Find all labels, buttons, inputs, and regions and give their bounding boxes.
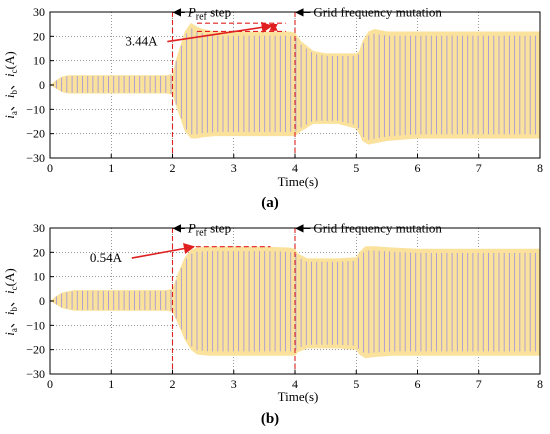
y-tick-label: 20 xyxy=(33,29,45,43)
x-tick-label: 0 xyxy=(47,161,53,175)
subplot-b-xlabel: Time(s) xyxy=(278,389,319,404)
x-tick-label: 3 xyxy=(231,161,237,175)
overshoot-arrow xyxy=(167,21,273,43)
subplot-a-caption: (a) xyxy=(261,195,279,211)
y-tick-label: 0 xyxy=(39,78,45,92)
y-tick-label: −10 xyxy=(26,102,45,116)
overshoot-arrow xyxy=(131,243,196,259)
x-tick-label: 4 xyxy=(292,161,298,175)
x-tick-label: 7 xyxy=(476,377,482,391)
subplot-b-caption: (b) xyxy=(261,411,279,427)
x-tick-label: 8 xyxy=(537,377,543,391)
x-tick-label: 7 xyxy=(476,161,482,175)
x-tick-label: 5 xyxy=(353,161,359,175)
y-tick-label: −20 xyxy=(26,127,45,141)
event-label: Pref step xyxy=(187,4,231,22)
x-tick-label: 6 xyxy=(415,161,421,175)
y-tick-label: −30 xyxy=(26,367,45,381)
y-tick-label: −20 xyxy=(26,343,45,357)
subplot-b-ylabel: ia、ib、ic(A) xyxy=(2,268,19,335)
current-waveform-lines xyxy=(50,28,536,140)
overshoot-label: 0.54A xyxy=(90,250,123,265)
subplot-a-ylabel: ia、ib、ic(A) xyxy=(2,51,19,118)
x-tick-label: 1 xyxy=(108,161,114,175)
x-tick-label: 0 xyxy=(47,377,53,391)
overshoot-label: 3.44A xyxy=(125,34,158,49)
y-tick-label: 30 xyxy=(33,5,45,19)
current-envelope-fill xyxy=(50,22,540,145)
x-tick-label: 8 xyxy=(537,161,543,175)
x-tick-label: 2 xyxy=(170,377,176,391)
y-tick-label: 10 xyxy=(33,270,45,284)
x-tick-label: 6 xyxy=(415,377,421,391)
y-tick-label: 0 xyxy=(39,294,45,308)
y-tick-label: −30 xyxy=(26,151,45,165)
x-tick-label: 1 xyxy=(108,377,114,391)
x-tick-label: 2 xyxy=(170,161,176,175)
x-tick-label: 4 xyxy=(292,377,298,391)
y-tick-label: 30 xyxy=(33,221,45,235)
x-tick-label: 5 xyxy=(353,377,359,391)
x-tick-label: 3 xyxy=(231,377,237,391)
y-tick-label: −10 xyxy=(26,318,45,332)
y-tick-label: 20 xyxy=(33,245,45,259)
event-label: Pref step xyxy=(187,220,231,238)
current-waveform-lines xyxy=(50,250,536,354)
y-tick-label: 10 xyxy=(33,54,45,68)
subplot-a-xlabel: Time(s) xyxy=(278,174,319,189)
